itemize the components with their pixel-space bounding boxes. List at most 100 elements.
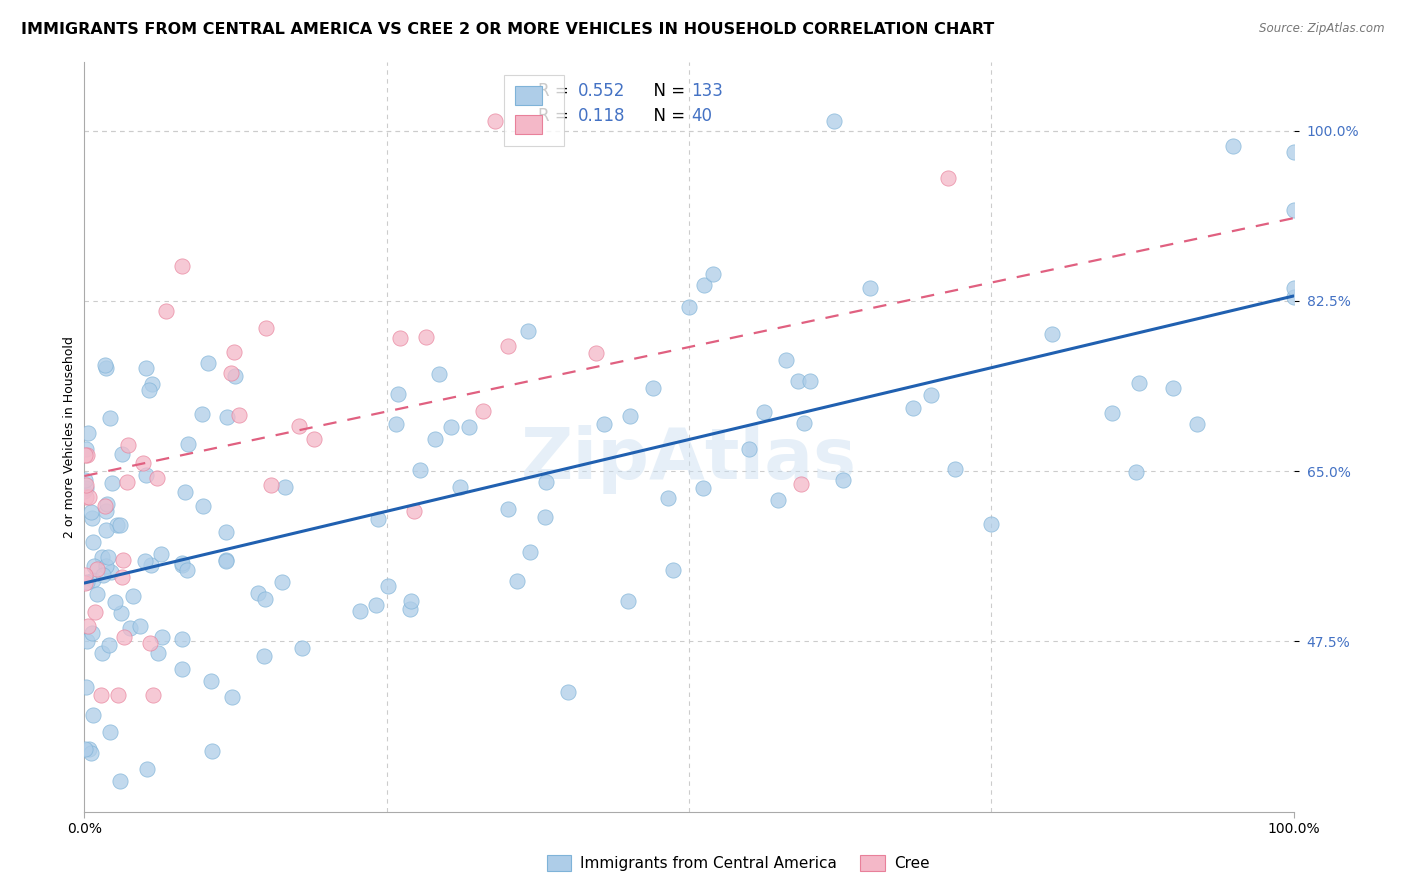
Point (75, 490, 97, 504)
Point (498, 339, 520, 353)
Point (90, 646, 112, 660)
Point (415, 330, 437, 344)
Point (107, 688, 129, 702)
Point (98, 725, 121, 739)
Point (1185, 417, 1208, 432)
Point (506, 574, 529, 588)
Point (142, 688, 165, 702)
Point (75, 680, 97, 694)
Point (117, 438, 139, 452)
Point (662, 563, 685, 577)
Point (82, 511, 104, 525)
Point (457, 419, 479, 434)
Point (104, 595, 127, 609)
Point (135, 763, 157, 777)
Point (146, 646, 169, 660)
Point (100, 565, 122, 579)
Point (73, 483, 96, 498)
Text: 0.552: 0.552 (578, 82, 626, 100)
Point (82, 535, 104, 549)
Point (585, 346, 607, 360)
Point (409, 463, 432, 477)
Point (170, 662, 193, 676)
Text: N =: N = (643, 107, 690, 126)
Point (592, 417, 614, 431)
Point (73, 575, 96, 590)
Point (799, 374, 821, 388)
Point (177, 436, 200, 450)
Point (388, 331, 411, 345)
Point (139, 635, 162, 649)
Point (172, 259, 194, 273)
Point (97, 639, 120, 653)
Point (385, 417, 408, 431)
Point (766, 493, 789, 508)
Point (496, 502, 519, 516)
Point (619, 409, 641, 423)
Point (200, 674, 222, 689)
Point (367, 512, 389, 526)
Point (146, 471, 169, 485)
Point (170, 632, 193, 646)
Point (86, 562, 108, 576)
Point (399, 594, 422, 608)
Point (219, 366, 242, 380)
Point (1222, 139, 1244, 153)
Point (936, 171, 959, 186)
Point (427, 368, 450, 382)
Text: R =: R = (538, 107, 579, 126)
Point (134, 554, 156, 568)
Point (1282, 281, 1305, 295)
Point (155, 304, 177, 318)
Point (692, 481, 714, 495)
Point (176, 562, 198, 576)
Point (1282, 145, 1305, 159)
Point (1282, 203, 1305, 218)
Point (641, 381, 664, 395)
Point (217, 410, 239, 425)
Point (943, 462, 966, 476)
Point (73, 473, 96, 487)
Point (122, 589, 145, 603)
Point (1101, 406, 1123, 420)
Text: N =: N = (643, 82, 690, 100)
Point (75, 478, 97, 492)
Point (224, 369, 246, 384)
Point (738, 442, 761, 457)
Point (215, 553, 238, 567)
Point (77, 491, 100, 505)
Legend: Immigrants from Central America, Cree: Immigrants from Central America, Cree (541, 848, 935, 878)
Point (702, 267, 724, 281)
Point (96, 497, 118, 511)
Text: Source: ZipAtlas.com: Source: ZipAtlas.com (1260, 22, 1385, 36)
Point (519, 545, 541, 559)
Text: IMMIGRANTS FROM CENTRAL AMERICA VS CREE 2 OR MORE VEHICLES IN HOUSEHOLD CORRELAT: IMMIGRANTS FROM CENTRAL AMERICA VS CREE … (21, 22, 994, 37)
Point (94, 500, 117, 514)
Point (221, 690, 243, 705)
Point (754, 405, 776, 419)
Legend: , : , (503, 75, 564, 145)
Point (132, 456, 155, 470)
Point (214, 554, 236, 568)
Point (94, 559, 117, 574)
Point (823, 113, 845, 128)
Point (77, 619, 100, 633)
Point (73, 568, 96, 582)
Point (112, 553, 135, 567)
Point (789, 476, 811, 491)
Point (364, 599, 387, 613)
Point (484, 113, 506, 128)
Point (108, 517, 131, 532)
Point (775, 353, 797, 368)
Point (288, 419, 311, 434)
Point (253, 648, 276, 663)
Point (793, 416, 815, 430)
Point (693, 277, 716, 292)
Point (73, 448, 96, 462)
Point (138, 383, 160, 397)
Y-axis label: 2 or more Vehicles in Household: 2 or more Vehicles in Household (63, 336, 76, 538)
Point (135, 468, 157, 483)
Point (271, 574, 294, 589)
Point (172, 558, 194, 573)
Point (100, 411, 122, 425)
